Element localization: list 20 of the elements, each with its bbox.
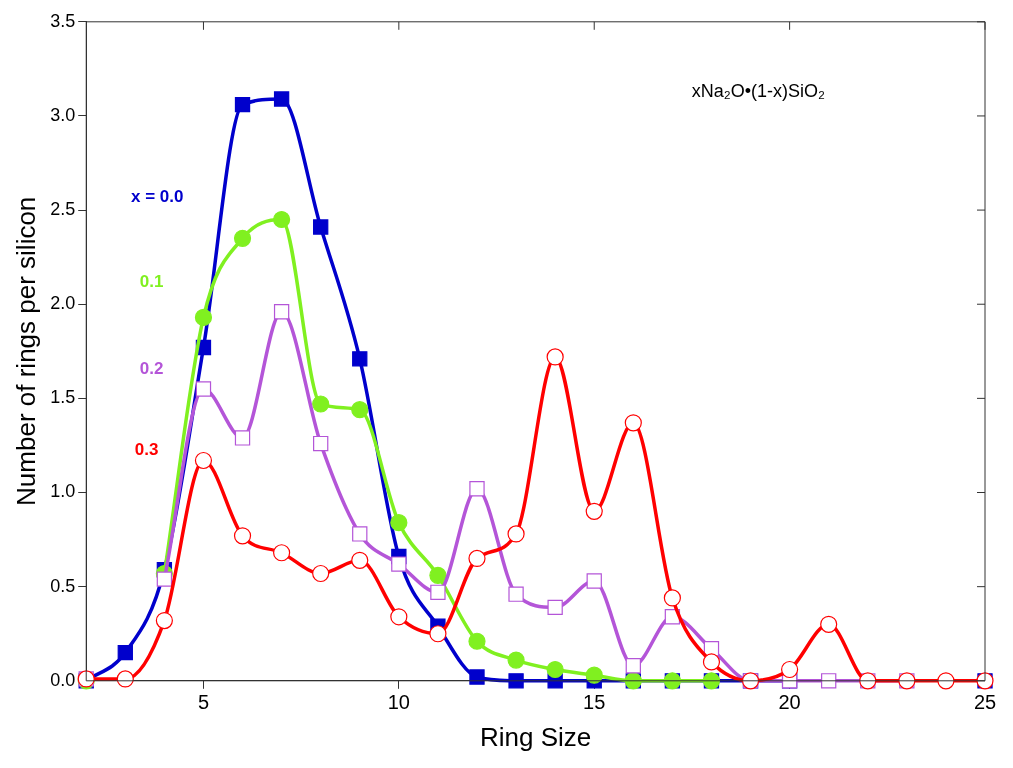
y-tick-label: 2.5 (50, 199, 76, 220)
x-tick-label: 25 (973, 691, 997, 714)
annotation: xNa₂O•(1-x)SiO₂ (691, 80, 825, 101)
y-axis-title: Number of rings per silicon (10, 196, 41, 506)
y-tick-label: 1.0 (50, 481, 76, 502)
y-tick-label: 1.5 (50, 387, 76, 408)
series-label: 0.2 (139, 358, 164, 378)
x-tick-label: 5 (197, 691, 210, 714)
x-tick-label: 20 (778, 691, 801, 714)
x-axis-title: Ring Size (479, 721, 592, 752)
y-tick-label: 3.0 (50, 104, 76, 125)
y-tick-label: 0.5 (50, 575, 76, 596)
y-tick-label: 0.0 (50, 669, 76, 690)
text: 0.3 (134, 440, 159, 460)
x-tick-label: 10 (387, 691, 410, 714)
x-tick-label: 15 (583, 691, 606, 714)
text: x = 0.0 (130, 187, 184, 207)
y-tick-label: 2.0 (50, 293, 76, 314)
text: 0.1 (139, 272, 164, 292)
y-tick-label: 3.5 (50, 10, 76, 31)
